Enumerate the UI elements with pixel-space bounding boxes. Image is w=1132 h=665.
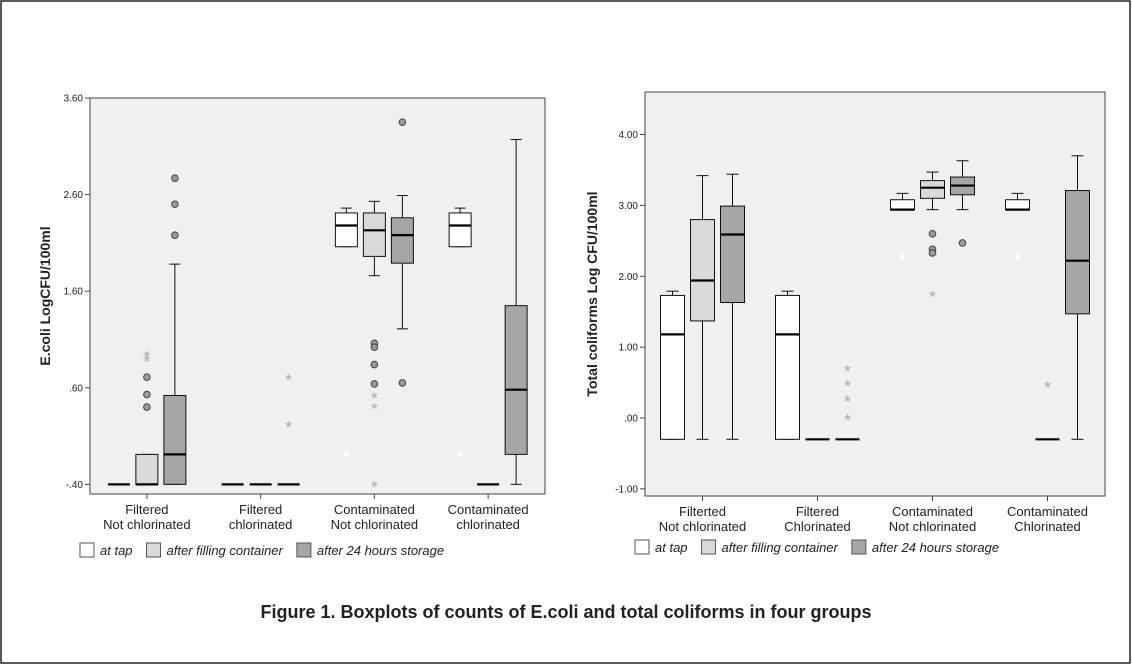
extreme: [370, 402, 379, 410]
box: [920, 180, 945, 199]
legend-swatch: [296, 542, 312, 558]
extreme: [456, 450, 464, 458]
x-tick-label: Not chlorinated: [889, 519, 976, 534]
y-tick-label: -1.00: [615, 484, 638, 495]
legend-label: after filling container: [722, 540, 839, 555]
outlier: [398, 118, 407, 126]
legend-swatch: [146, 542, 162, 558]
legend-swatch: [701, 539, 717, 555]
box: [334, 212, 358, 248]
outlier: [143, 390, 151, 399]
outlier: [370, 360, 379, 369]
outlier: [143, 373, 151, 381]
box: [135, 453, 159, 485]
y-tick-label: 2.60: [64, 190, 84, 201]
legend-label: after 24 hours storage: [317, 543, 444, 558]
y-tick-label: 3.00: [619, 201, 639, 212]
x-tick-label: Filtered: [125, 502, 168, 517]
box: [1005, 199, 1030, 211]
legend-label: at tap: [655, 540, 688, 555]
box: [448, 212, 472, 248]
box: [1065, 190, 1090, 315]
box: [390, 217, 414, 264]
box: [775, 294, 800, 440]
extreme: [284, 420, 293, 428]
box: [163, 394, 187, 485]
outlier: [171, 174, 179, 182]
extreme: [843, 379, 852, 387]
extreme: [284, 373, 293, 381]
plot-area: [89, 97, 546, 495]
x-tick-label: Not chlorinated: [103, 517, 190, 532]
extreme: [843, 413, 852, 421]
y-tick-label: 1.00: [619, 343, 639, 354]
outlier: [171, 231, 179, 239]
y-tick-label: 2.00: [619, 272, 639, 283]
outlier: [370, 380, 379, 388]
legend-label: after filling container: [167, 543, 284, 558]
legend-swatch: [851, 539, 867, 555]
box: [504, 305, 528, 455]
y-tick-label: -.40: [66, 480, 84, 491]
box: [890, 199, 915, 211]
box: [362, 212, 386, 257]
legend-swatch: [634, 539, 650, 555]
extreme: [898, 252, 907, 260]
x-tick-label: Contaminated: [334, 502, 415, 517]
x-tick-label: Chlorinated: [1014, 519, 1081, 534]
legend-swatch: [79, 542, 95, 558]
legend-label: after 24 hours storage: [872, 540, 999, 555]
x-tick-label: Filtered: [239, 502, 282, 517]
outlier: [928, 249, 937, 257]
outlier: [370, 343, 379, 351]
extreme: [370, 391, 379, 399]
box: [660, 294, 685, 440]
outlier: [143, 403, 151, 411]
x-tick-label: Contaminated: [1007, 504, 1088, 519]
x-tick-label: Not chlorinated: [331, 517, 418, 532]
outlier: [171, 200, 179, 209]
extreme: [143, 354, 151, 362]
x-tick-label: Not chlorinated: [659, 519, 746, 534]
extreme: [370, 480, 379, 488]
outlier: [928, 229, 937, 238]
extreme: [1043, 380, 1052, 388]
extreme: [1013, 252, 1022, 260]
extreme: [143, 350, 151, 358]
x-tick-label: Chlorinated: [784, 519, 851, 534]
y-tick-label: 3.60: [64, 94, 84, 105]
x-tick-label: chlorinated: [456, 517, 520, 532]
y-axis-label: E.coli LogCFU/100ml: [37, 226, 53, 365]
outlier: [398, 379, 407, 387]
x-tick-label: Filtered: [796, 504, 839, 519]
extreme: [342, 450, 351, 458]
x-tick-label: Filterted: [679, 504, 726, 519]
x-tick-label: Contaminated: [892, 504, 973, 519]
x-tick-label: Contaminated: [448, 502, 529, 517]
extreme: [843, 364, 852, 372]
box: [720, 205, 745, 304]
legend-label: at tap: [100, 543, 133, 558]
outlier: [958, 239, 967, 247]
y-tick-label: .60: [69, 383, 83, 394]
y-tick-label: 1.60: [64, 287, 84, 298]
x-tick-label: chlorinated: [229, 517, 293, 532]
y-tick-label: 4.00: [619, 130, 639, 141]
extreme: [843, 394, 852, 403]
extreme: [928, 290, 937, 298]
y-axis-label: Total coliforms Log CFU/100ml: [584, 191, 600, 396]
caption: Figure 1. Boxplots of counts of E.coli a…: [260, 602, 871, 622]
y-tick-label: .00: [624, 414, 638, 425]
box: [690, 219, 715, 322]
